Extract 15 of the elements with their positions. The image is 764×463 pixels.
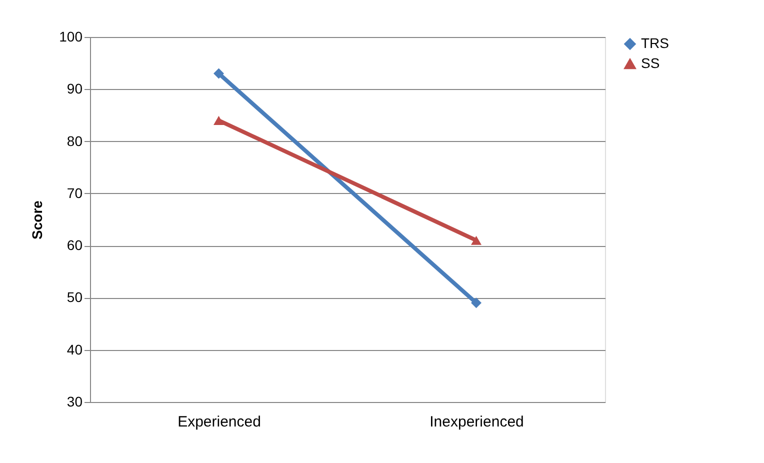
point [471, 298, 482, 308]
y-tick-label: 100 [59, 28, 83, 44]
x-tick-label: Inexperienced [430, 414, 524, 430]
y-tick-label: 30 [66, 394, 83, 410]
y-tick-label: 60 [66, 237, 83, 254]
y-tick-label: 80 [66, 132, 83, 149]
y-tick-label: 70 [66, 184, 83, 201]
y-tick-label: 50 [66, 289, 83, 306]
point [214, 68, 224, 79]
legend-label: SS [641, 55, 660, 71]
x-tick-label: Experienced [178, 414, 261, 430]
y-tick-label: 90 [66, 80, 83, 97]
legend-label: TRS [641, 35, 669, 51]
y-axis-title: Score [29, 200, 46, 240]
y-tick-label: 40 [66, 341, 83, 358]
